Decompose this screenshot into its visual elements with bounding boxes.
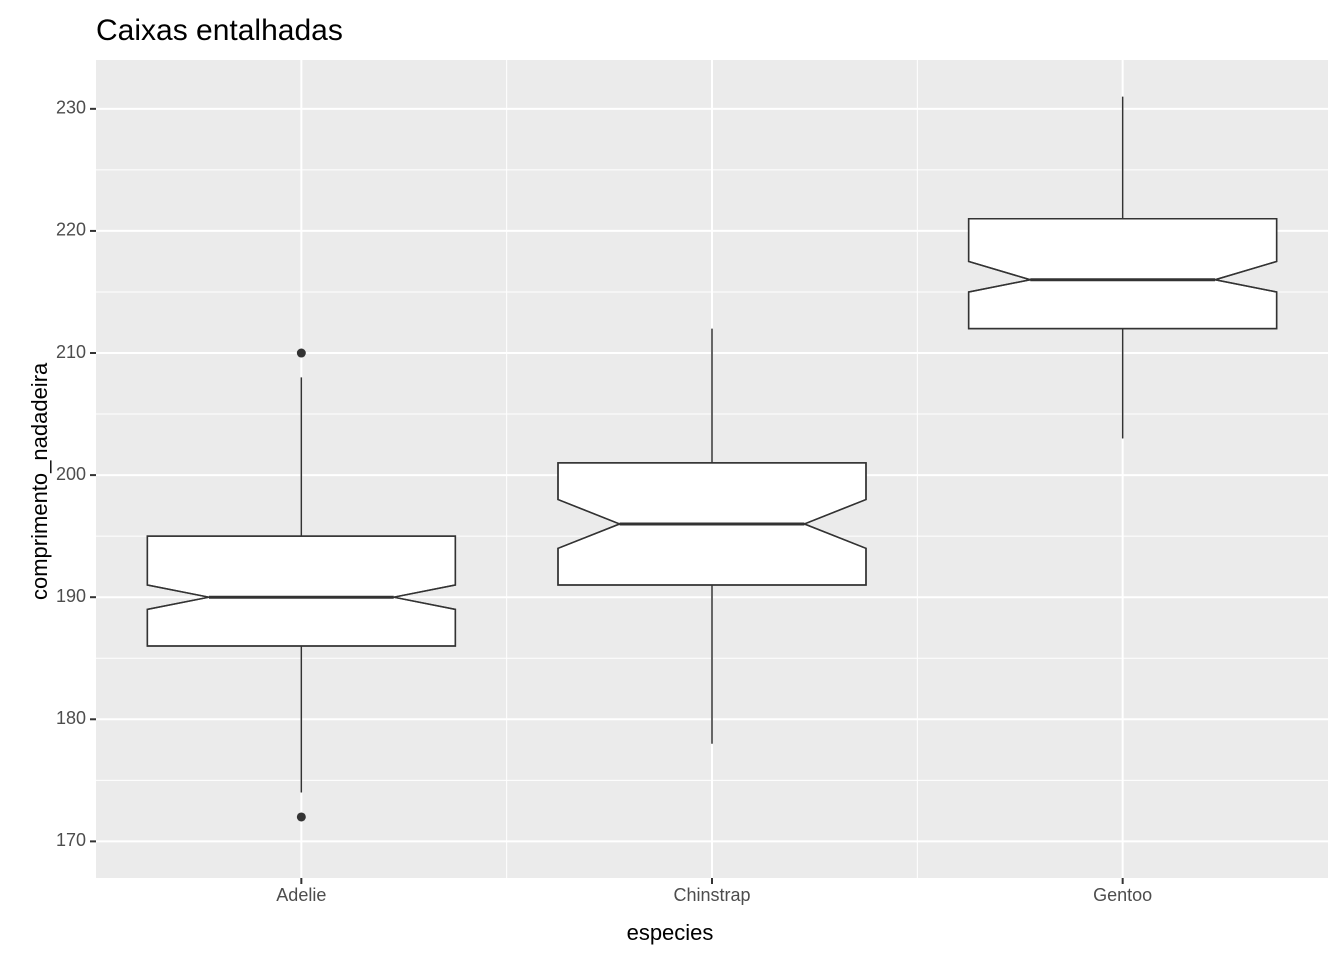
x-tick-label: Gentoo: [1093, 885, 1152, 905]
y-tick-label: 170: [56, 830, 86, 850]
y-tick-label: 200: [56, 464, 86, 484]
box: [969, 219, 1277, 329]
outlier-point: [297, 349, 306, 358]
box: [147, 536, 455, 646]
y-tick-label: 190: [56, 586, 86, 606]
boxplot-chart: Caixas entalhadas comprimento_nadadeira …: [0, 0, 1344, 960]
x-tick-label: Chinstrap: [673, 885, 750, 905]
x-axis-label: especies: [627, 920, 714, 946]
outlier-point: [297, 812, 306, 821]
y-tick-label: 210: [56, 342, 86, 362]
chart-title: Caixas entalhadas: [96, 14, 343, 48]
y-tick-label: 220: [56, 220, 86, 240]
y-axis-label: comprimento_nadadeira: [27, 363, 53, 600]
y-tick-label: 230: [56, 98, 86, 118]
y-tick-label: 180: [56, 708, 86, 728]
x-tick-label: Adelie: [276, 885, 326, 905]
plot-area: 170 180 190 200 210 220 230 Adelie Chinstrap Gent…: [0, 0, 1344, 960]
